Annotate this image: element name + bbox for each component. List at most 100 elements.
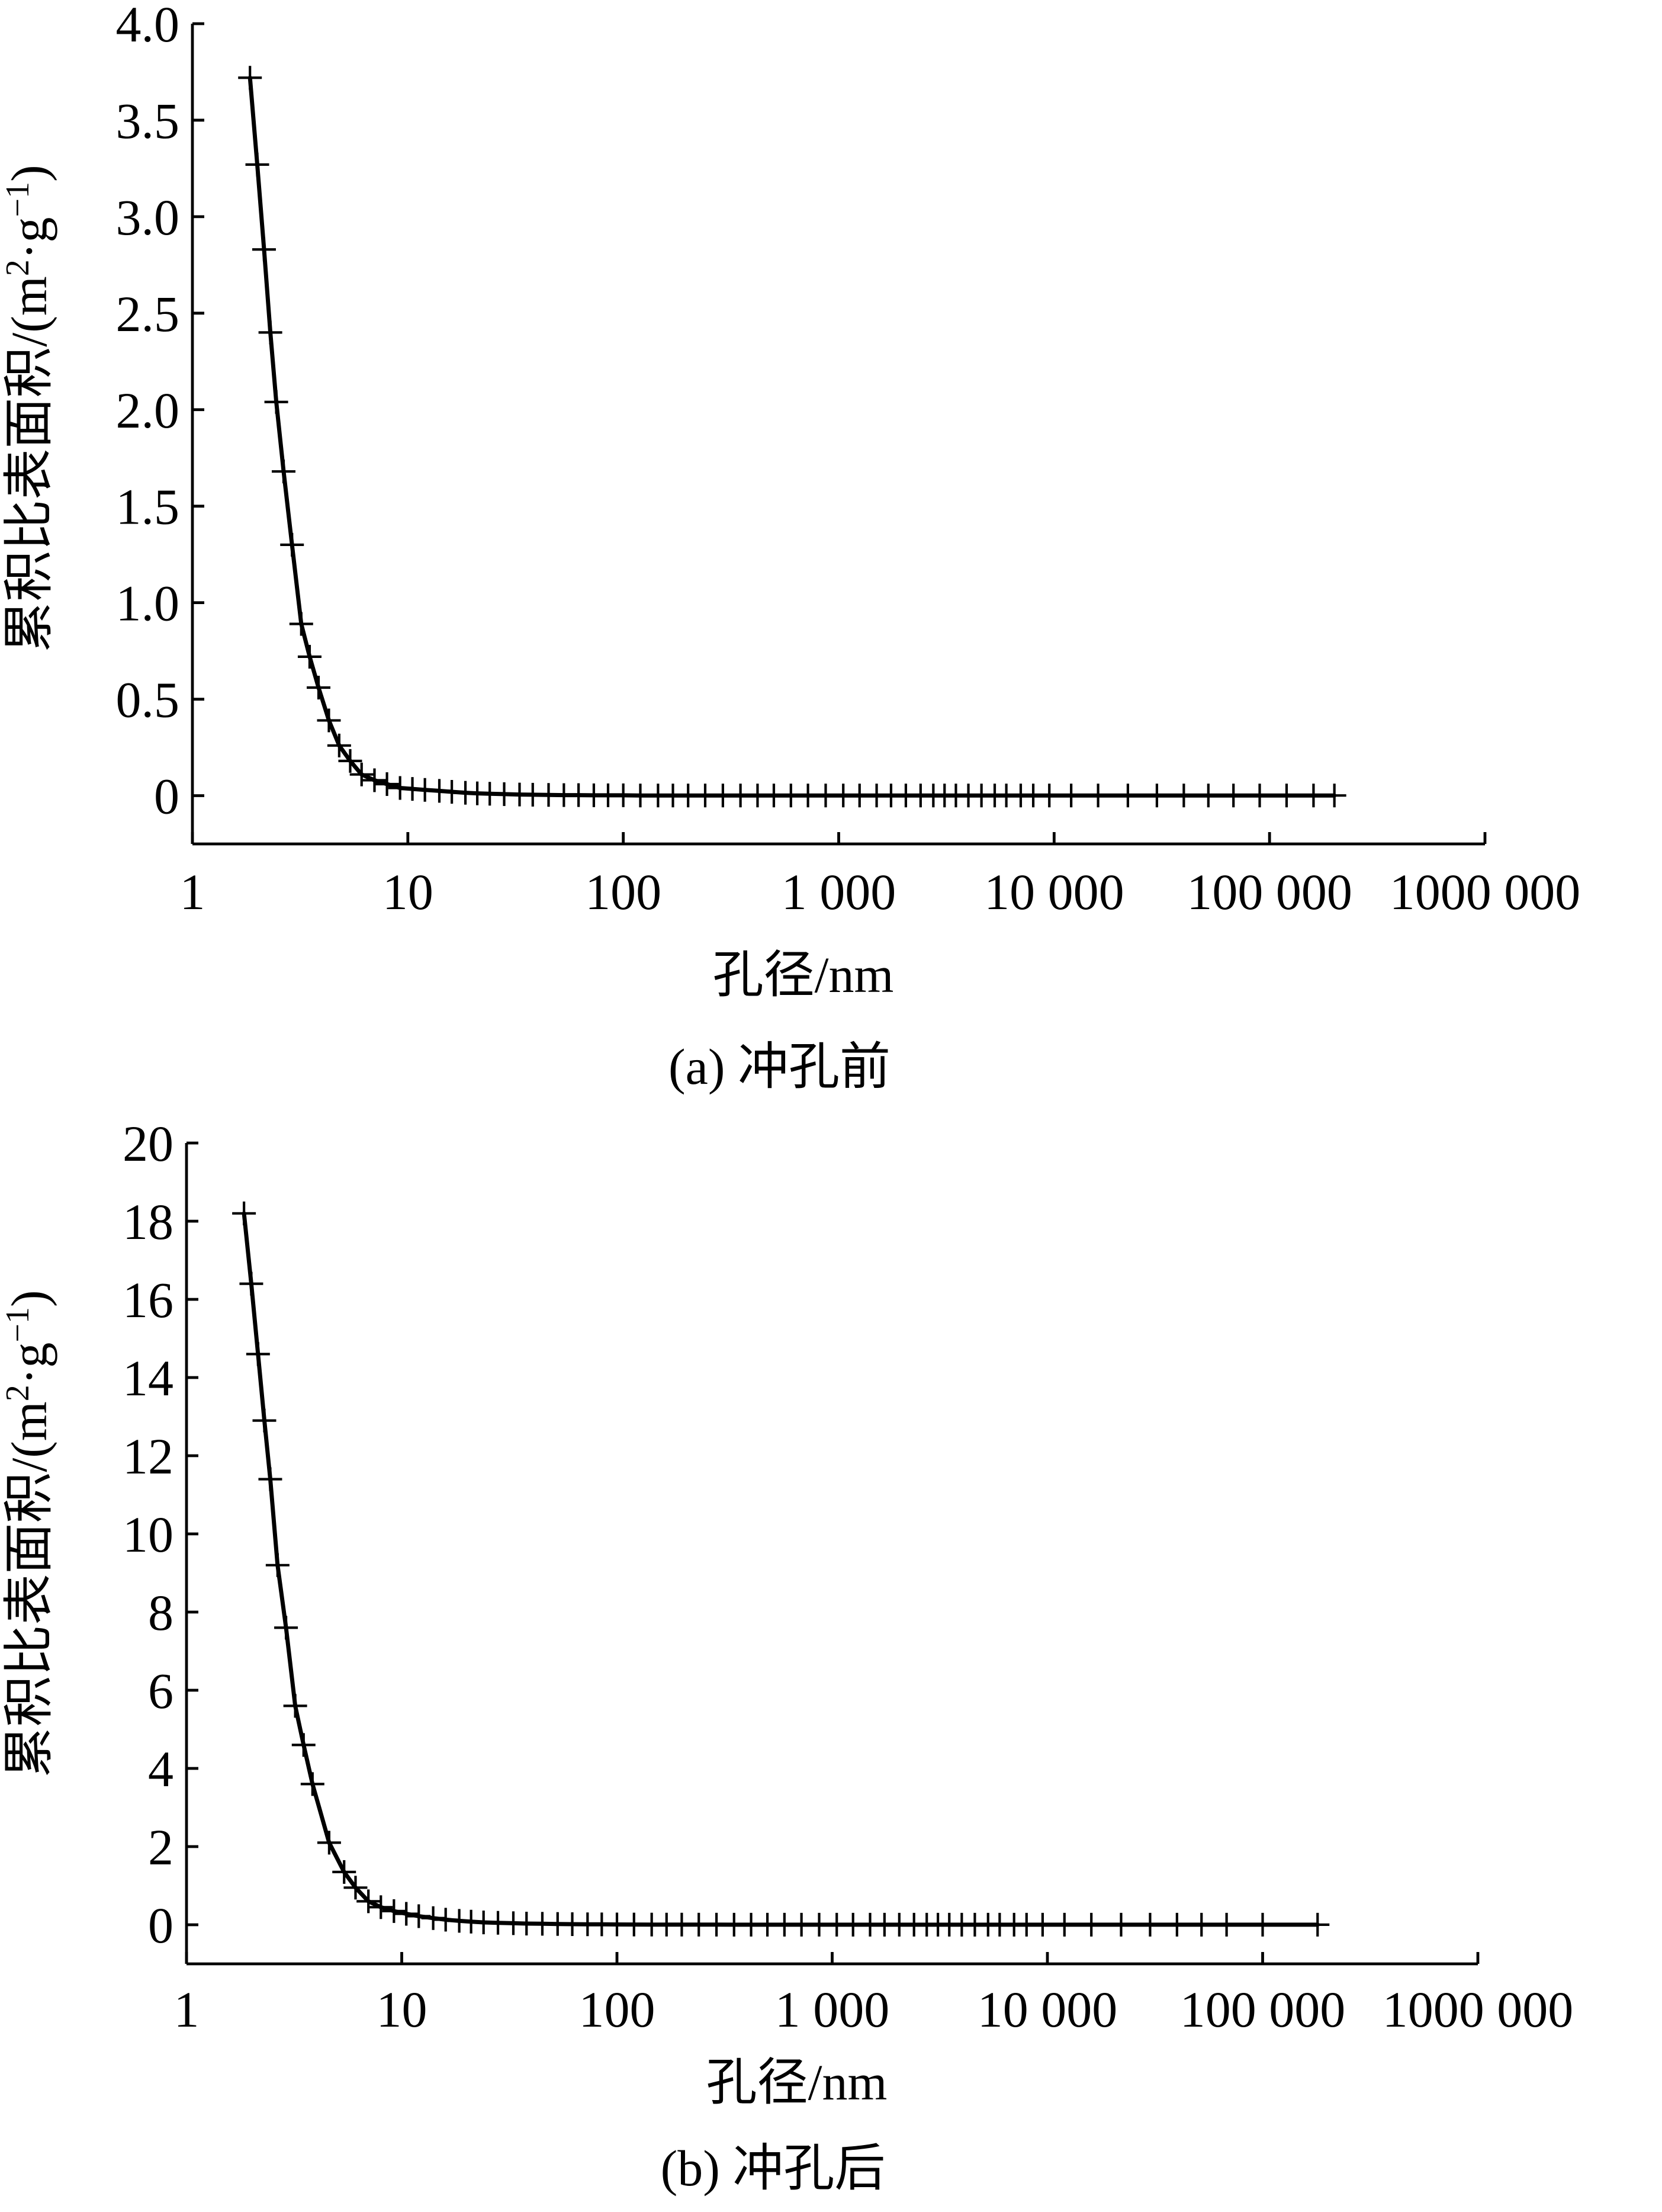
data-point-marker — [1037, 784, 1062, 808]
data-point-marker — [1248, 784, 1272, 808]
data-point-marker — [238, 66, 262, 90]
y-tick-label: 12 — [123, 1428, 173, 1485]
data-point-marker — [274, 1616, 298, 1640]
x-tick-label: 100 000 — [1187, 863, 1352, 920]
data-point-marker — [375, 772, 399, 796]
data-point-marker — [239, 1272, 263, 1296]
data-point-marker — [382, 1899, 406, 1923]
data-point-marker — [1221, 784, 1246, 808]
y-tick-label: 0 — [148, 1897, 173, 1954]
y-tick-label: 1.5 — [116, 479, 180, 535]
y-tick-label: 14 — [123, 1350, 173, 1407]
data-point-marker — [245, 152, 269, 176]
data-point-marker — [317, 708, 341, 733]
data-point-marker — [407, 1904, 431, 1928]
data-point-marker — [1172, 784, 1196, 808]
data-point-marker — [1165, 1912, 1189, 1937]
y-tick-label: 1.0 — [116, 575, 180, 632]
data-point-marker — [1214, 1912, 1239, 1937]
y-tick-label: 2.0 — [116, 382, 180, 439]
data-point-marker — [1250, 1912, 1275, 1937]
data-point-marker — [246, 1342, 270, 1366]
chart-a: 0 0.5 1.0 1.5 2.0 2.5 3.0 3.5 4.0 1 10 100 1 000 10 0… — [0, 0, 1580, 1095]
data-point-marker — [394, 1902, 419, 1926]
data-point-marker — [369, 1895, 393, 1919]
data-point-marker — [1059, 784, 1084, 808]
y-tick-label: 20 — [123, 1115, 173, 1172]
data-point-marker — [1030, 1912, 1055, 1937]
data-point-marker — [1052, 1912, 1076, 1937]
x-tick-label: 1000 000 — [1390, 863, 1581, 920]
data-point-marker — [1274, 784, 1298, 808]
data-point-marker — [1115, 784, 1140, 808]
y-tick-label: 4.0 — [116, 0, 180, 53]
x-axis-title: 孔径/nm — [713, 946, 894, 1003]
data-point-marker — [338, 749, 362, 773]
data-point-marker — [1196, 784, 1220, 808]
x-tick-label: 10 000 — [984, 863, 1124, 920]
y-tick-label: 3.5 — [116, 92, 180, 149]
data-point-marker — [289, 612, 313, 636]
series-line — [247, 75, 1337, 798]
data-point-marker — [317, 1831, 341, 1855]
y-tick-label: 18 — [123, 1193, 173, 1250]
data-point-marker — [297, 644, 322, 669]
data-point-marker — [356, 1889, 381, 1914]
data-point-marker — [1145, 784, 1169, 808]
data-point-marker — [1138, 1912, 1162, 1937]
x-tick-label: 1 — [180, 863, 205, 920]
y-tick-label: 3.0 — [116, 189, 180, 246]
x-tick-label: 1 000 — [782, 863, 896, 920]
data-point-marker — [264, 390, 288, 414]
data-point-marker — [1306, 1912, 1330, 1937]
y-tick-label: 6 — [148, 1662, 173, 1719]
y-tick-label: 4 — [148, 1741, 173, 1797]
data-point-marker — [232, 1201, 256, 1225]
caption: (a) 冲孔前 — [668, 1038, 891, 1095]
x-axis-title: 孔径/nm — [706, 2054, 888, 2111]
data-point-marker — [252, 237, 276, 262]
data-point-marker — [1109, 1912, 1133, 1937]
x-tick-label: 100 — [579, 1981, 655, 2038]
y-tick-label: 10 — [123, 1506, 173, 1563]
data-point-marker — [265, 1553, 290, 1577]
x-tick-label: 1 — [174, 1981, 200, 2038]
data-point-marker — [1322, 784, 1346, 808]
data-point-marker — [300, 1772, 324, 1796]
data-point-marker — [307, 676, 331, 700]
data-point-marker — [362, 768, 387, 792]
x-tick-label: 1 000 — [775, 1981, 890, 2038]
data-point-marker — [1086, 784, 1110, 808]
y-tick-label: 2 — [148, 1819, 173, 1876]
x-tick-label: 100 000 — [1180, 1981, 1346, 2038]
data-point-marker — [1301, 784, 1326, 808]
data-point-marker — [291, 1733, 316, 1757]
data-point-marker — [258, 1467, 282, 1491]
x-tick-label: 10 — [377, 1981, 427, 2038]
data-point-marker — [280, 532, 304, 557]
caption: (b) 冲孔后 — [661, 2140, 886, 2197]
data-point-marker — [327, 733, 351, 757]
chart-b: 0 2 4 6 8 10 12 14 16 18 20 1 10 100 1 000 10 000 100 00… — [0, 1115, 1573, 2197]
y-axis-title: 累积比表面积/(m2·g−1) — [0, 1290, 57, 1777]
y-tick-label: 0 — [154, 768, 179, 825]
data-point-marker — [271, 460, 295, 484]
y-tick-label: 0.5 — [116, 672, 180, 728]
y-tick-label: 2.5 — [116, 285, 180, 342]
data-point-marker — [421, 1906, 445, 1930]
x-tick-label: 100 — [585, 863, 661, 920]
y-tick-label: 8 — [148, 1584, 173, 1641]
data-point-marker — [1079, 1912, 1104, 1937]
series-line — [242, 1211, 1320, 1927]
data-point-marker — [252, 1408, 277, 1433]
data-point-marker — [1190, 1912, 1214, 1937]
data-point-marker — [343, 1876, 368, 1900]
x-tick-label: 10 — [382, 863, 433, 920]
x-tick-label: 1000 000 — [1383, 1981, 1574, 2038]
data-point-marker — [258, 320, 282, 345]
data-point-marker — [283, 1694, 307, 1718]
y-tick-label: 16 — [123, 1272, 173, 1328]
x-tick-label: 10 000 — [978, 1981, 1118, 2038]
data-point-marker — [349, 762, 374, 786]
